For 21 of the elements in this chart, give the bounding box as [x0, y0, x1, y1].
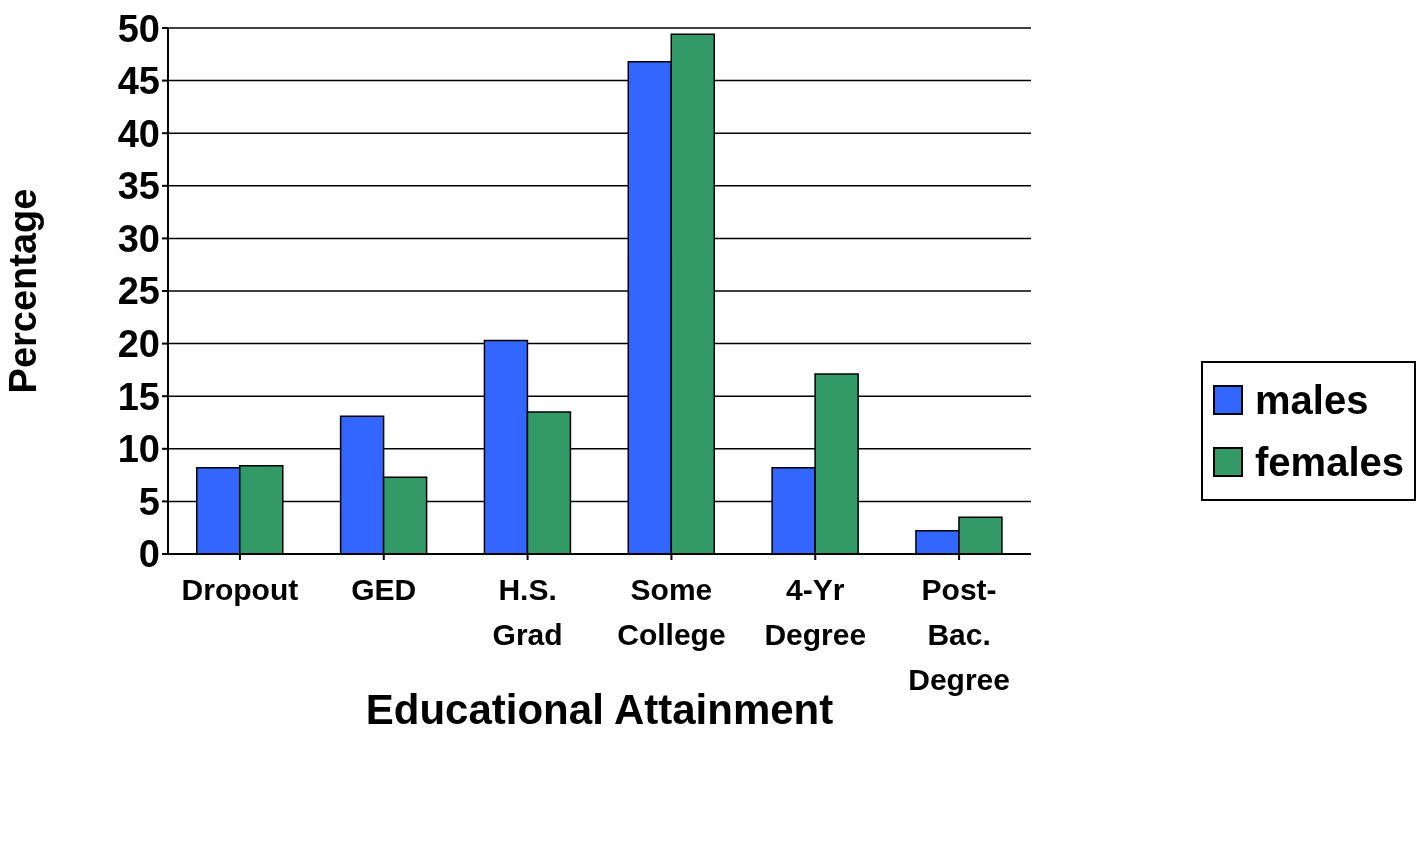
x-tick-label: 4-Yr Degree — [764, 573, 867, 651]
x-tick-label: Some College — [617, 573, 726, 651]
x-axis-title: Educational Attainment — [365, 686, 834, 733]
y-tick-label: 15 — [117, 375, 160, 418]
y-tick-label: 25 — [117, 270, 160, 313]
y-tick-label: 45 — [117, 60, 160, 103]
y-tick-label: 30 — [117, 217, 160, 260]
y-tick-label: 35 — [117, 165, 160, 208]
x-tick-label: GED — [351, 573, 417, 606]
y-tick-label: 0 — [138, 533, 160, 576]
y-axis-title: Percentage — [2, 188, 45, 394]
y-tick-label: 20 — [117, 323, 160, 366]
legend-label: females — [1255, 439, 1404, 485]
y-tick-label: 40 — [117, 112, 160, 155]
legend-label: males — [1255, 377, 1369, 423]
y-tick-label: 5 — [138, 480, 160, 523]
x-tick-label: Post- Bac. Degree — [908, 573, 1010, 696]
y-tick-label: 10 — [117, 428, 160, 471]
y-tick-label: 50 — [117, 7, 160, 50]
x-tick-label: H.S. Grad — [492, 573, 563, 651]
x-tick-label: Dropout — [181, 573, 299, 606]
